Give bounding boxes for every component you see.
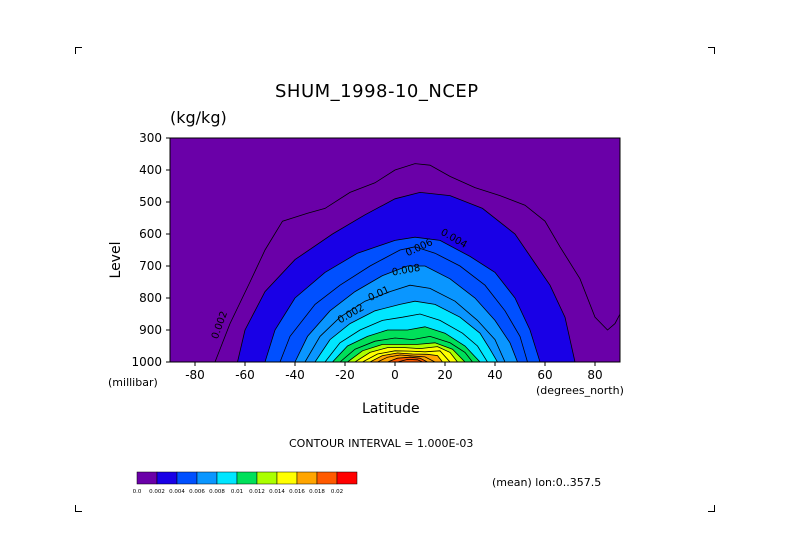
x-tick-label-7: 60 [537,368,552,382]
colorbar-label-3: 0.006 [189,489,205,495]
y-axis-label: Level [108,241,124,279]
x-tick-label-2: -40 [285,368,305,382]
colorbar-label-1: 0.002 [149,489,165,495]
crop-mark-bottom-left [75,505,82,512]
x-tick-label-8: 80 [587,368,602,382]
colorbar-swatch-7 [276,471,298,485]
contour-line-outer [214,163,620,362]
colorbar-label-2: 0.004 [169,489,185,495]
colorbar-swatch-2 [176,471,198,485]
colorbar-swatch-10 [336,471,358,485]
mean-lon-text: (mean) lon:0..357.5 [492,476,602,489]
crop-mark-bottom-right [708,505,715,512]
contour-band-15 [397,358,423,362]
y-unit-label: (millibar) [108,376,158,389]
x-tick-label-6: 40 [487,368,502,382]
x-unit-label: (degrees_north) [536,384,624,397]
colorbar-label-7: 0.014 [269,489,285,495]
crop-mark-top-left [75,47,82,54]
colorbar-swatch-6 [256,471,278,485]
x-axis-label: Latitude [362,401,420,417]
colorbar-swatch-1 [156,471,178,485]
chart-title: SHUM_1998-10_NCEP [275,81,479,102]
y-tick-label-3: 600 [139,227,162,241]
colorbar-label-9: 0.018 [309,489,325,495]
crop-mark-top-right [708,47,715,54]
colorbar-swatch-4 [216,471,238,485]
colorbar-label-4: 0.008 [209,489,225,495]
colorbar-label-10: 0.02 [331,489,343,495]
units-label: (kg/kg) [170,108,227,127]
x-tick-label-1: -60 [235,368,255,382]
contour-label-3: 0.008 [391,263,421,279]
colorbar-swatch-8 [296,471,318,485]
colorbar-label-5: 0.01 [231,489,243,495]
colorbar-swatch-3 [196,471,218,485]
x-tick-label-0: -80 [185,368,205,382]
contour-interval-text: CONTOUR INTERVAL = 1.000E-03 [289,437,474,450]
y-tick-label-1: 400 [139,163,162,177]
y-tick-label-7: 1000 [131,355,162,369]
x-tick-label-3: -20 [335,368,355,382]
y-tick-label-0: 300 [139,131,162,145]
colorbar-swatch-9 [316,471,338,485]
y-tick-label-6: 900 [139,323,162,337]
y-tick-label-5: 800 [139,291,162,305]
y-tick-label-4: 700 [139,259,162,273]
colorbar-label-0: 0.0 [133,489,142,495]
x-tick-label-5: 20 [437,368,452,382]
y-tick-label-2: 500 [139,195,162,209]
colorbar-label-6: 0.012 [249,489,265,495]
colorbar-label-8: 0.016 [289,489,305,495]
x-tick-label-4: 0 [391,368,399,382]
colorbar-swatch-0 [136,471,158,485]
colorbar-swatch-5 [236,471,258,485]
